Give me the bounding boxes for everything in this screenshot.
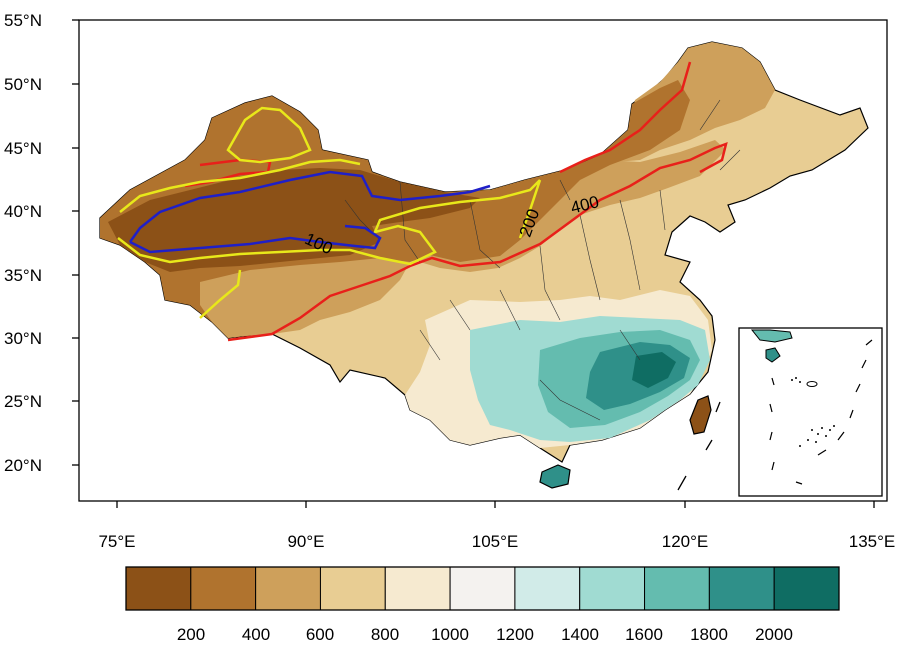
- colorbar-swatch: [449, 566, 516, 611]
- lat-tick-label: 20°N: [4, 456, 42, 475]
- lat-tick-label: 45°N: [4, 139, 42, 158]
- colorbar-label: 400: [242, 625, 270, 644]
- colorbar-label: 200: [177, 625, 205, 644]
- colorbar-label: 800: [371, 625, 399, 644]
- lon-tick-label: 135°E: [849, 532, 896, 551]
- precip-zone-2000-plus: [632, 352, 676, 388]
- precip-zone-dry-core: [108, 168, 480, 272]
- colorbar-swatch: [384, 566, 451, 611]
- colorbar-label: 1400: [561, 625, 599, 644]
- inset-hainan: [765, 347, 781, 363]
- colorbar-swatch: [644, 566, 710, 611]
- lat-tick-label: 40°N: [4, 202, 42, 221]
- lat-tick-label: 35°N: [4, 266, 42, 285]
- inset-dashed-boundary: [769, 339, 873, 485]
- colorbar-swatch: [708, 566, 775, 611]
- colorbar-swatch: [125, 566, 192, 611]
- lon-tick-label: 75°E: [98, 532, 135, 551]
- inset-reef: [806, 381, 818, 387]
- colorbar-label: 1200: [496, 625, 534, 644]
- lon-axis: [116, 501, 875, 508]
- taiwan-island: [689, 395, 712, 435]
- lon-tick-label: 105°E: [472, 532, 519, 551]
- colorbar-label: 1000: [431, 625, 469, 644]
- lat-axis: [72, 19, 79, 466]
- lat-tick-label: 50°N: [4, 75, 42, 94]
- contour-line-100: [128, 170, 491, 254]
- lon-tick-label: 120°E: [662, 532, 709, 551]
- map-area: 100 200 400: [4, 11, 895, 551]
- inset-islands: [791, 377, 835, 447]
- inset-coast: [750, 329, 793, 343]
- lat-tick-label: 55°N: [4, 11, 42, 30]
- colorbar-swatch: [190, 566, 257, 611]
- china-land: [99, 41, 869, 489]
- lon-tick-labels: 75°E 90°E 105°E 120°E 135°E: [98, 532, 895, 551]
- colorbar-label: 2000: [755, 625, 793, 644]
- lat-tick-label: 25°N: [4, 392, 42, 411]
- inset-frame: [738, 327, 883, 497]
- colorbar: 200 400 600 800 1000 1200 1400 1600 1800…: [125, 566, 840, 644]
- lat-tick-label: 30°N: [4, 329, 42, 348]
- lon-tick-label: 90°E: [287, 532, 324, 551]
- colorbar-swatch: [773, 566, 840, 611]
- province-borders: [344, 99, 741, 421]
- colorbar-label: 1800: [690, 625, 728, 644]
- colorbar-swatches: [125, 566, 840, 611]
- contour-line-200: [117, 106, 542, 319]
- lat-tick-labels: 55°N 50°N 45°N 40°N 35°N 30°N 25°N 20°N: [4, 11, 42, 475]
- precip-zone-tibet-mid: [200, 258, 410, 338]
- colorbar-swatch: [255, 566, 321, 611]
- colorbar-swatch: [514, 566, 581, 611]
- south-china-sea-inset: [738, 327, 883, 497]
- colorbar-swatch: [579, 566, 646, 611]
- colorbar-labels: 200 400 600 800 1000 1200 1400 1600 1800…: [177, 625, 793, 644]
- coastline-fragments: [677, 401, 721, 491]
- colorbar-swatch: [319, 566, 386, 611]
- colorbar-label: 600: [306, 625, 334, 644]
- colorbar-label: 1600: [625, 625, 663, 644]
- colorbar-frame: [125, 566, 840, 611]
- hainan-island: [539, 464, 571, 489]
